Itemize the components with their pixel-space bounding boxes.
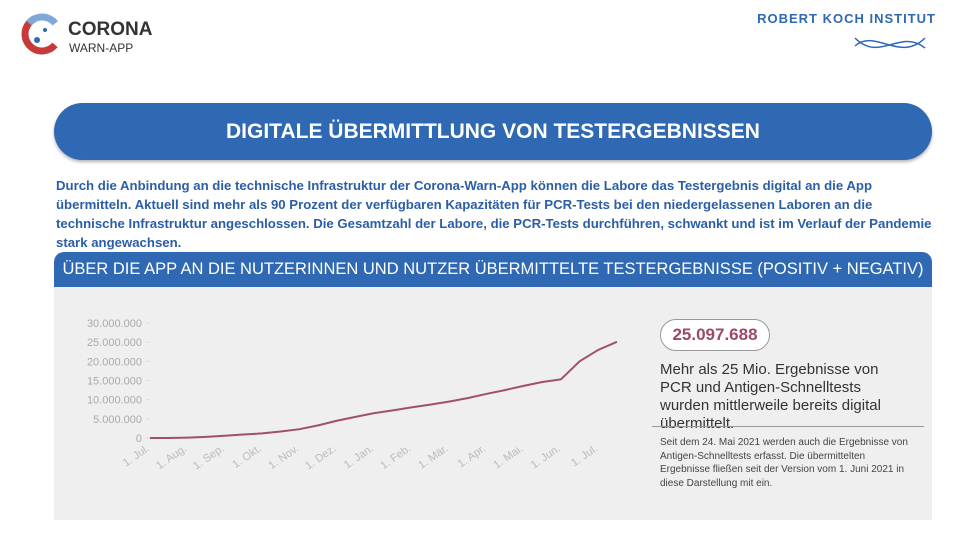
x-tick-label: 1. Feb.	[378, 443, 413, 472]
banner: DIGITALE ÜBERMITTLUNG VON TESTERGEBNISSE…	[54, 103, 932, 160]
x-tick-label: 1. Dez.	[303, 443, 338, 473]
x-tick-label: 1. Jan.	[342, 443, 376, 472]
y-tick-label: 15.000.000	[87, 376, 142, 388]
x-tick-label: 1. Apr.	[456, 443, 488, 471]
chart-title: ÜBER DIE APP AN DIE NUTZERINNEN UND NUTZ…	[54, 252, 932, 287]
y-tick-label: 5.000.000	[93, 414, 142, 426]
app-logo: CORONA WARN-APP	[21, 13, 153, 55]
x-tick-label: 1. Aug.	[154, 443, 189, 472]
x-tick-label: 1. Jul.	[121, 443, 152, 470]
intro-text: Durch die Anbindung an die technische In…	[56, 178, 932, 250]
chart: 0 5.000.000 10.000.000 15.000.000 20.000.000…	[87, 318, 618, 473]
x-tick-label: 1. Mai.	[491, 443, 525, 472]
x-tick-label: 1. Nov.	[266, 443, 301, 472]
y-tick-label: 25.000.000	[87, 337, 142, 349]
x-tick-label: 1. Okt.	[230, 443, 263, 471]
data-line	[150, 340, 618, 439]
y-tick-label: 10.000.000	[87, 395, 142, 407]
x-tick-label: 1. Sep.	[191, 443, 226, 473]
description: Mehr als 25 Mio. Ergebnisse von PCR und …	[660, 361, 881, 432]
chart-panel	[54, 287, 932, 520]
institute-name: ROBERT KOCH INSTITUT	[757, 11, 936, 26]
institute-logo: ROBERT KOCH INSTITUT	[757, 11, 936, 49]
y-tick-label: 0	[136, 433, 142, 445]
total-number: 25.097.688	[660, 319, 770, 351]
logo-subtitle: WARN-APP	[69, 41, 133, 55]
x-tick-label: 1. Mär.	[416, 443, 450, 472]
logo-title: CORONA	[68, 19, 153, 40]
y-tick-label: 20.000.000	[87, 356, 142, 368]
y-tick-label: 30.000.000	[87, 318, 142, 330]
x-tick-label: 1. Jul.	[569, 443, 600, 470]
divider	[652, 426, 924, 427]
x-tick-label: 1. Jun.	[529, 443, 563, 472]
footnote: Seit dem 24. Mai 2021 werden auch die Er…	[660, 437, 908, 489]
